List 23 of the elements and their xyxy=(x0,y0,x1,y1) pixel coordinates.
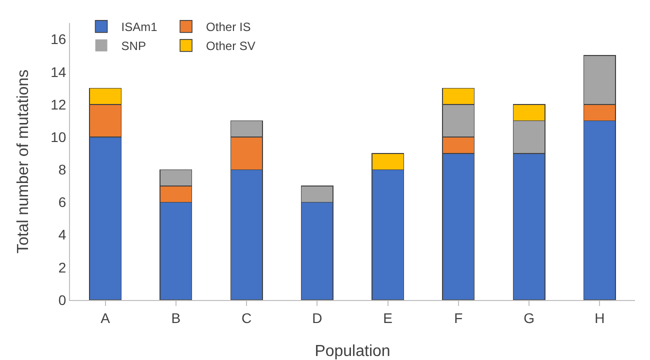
y-tick-label: 4 xyxy=(58,226,66,243)
y-tick-label: 8 xyxy=(58,162,66,178)
y-tick-label: 16 xyxy=(50,31,66,48)
x-tick-label: G xyxy=(524,310,535,326)
y-tick-label: 2 xyxy=(58,259,66,276)
x-tick-label: E xyxy=(383,310,392,326)
y-tick-label: 14 xyxy=(50,64,66,80)
legend-label: SNP xyxy=(121,39,146,54)
legend-label: ISAm1 xyxy=(121,20,158,34)
y-tick-label: 0 xyxy=(58,292,66,308)
x-tick-label: A xyxy=(100,310,111,326)
y-tick-label: 12 xyxy=(50,96,66,112)
x-tick-label: H xyxy=(594,310,605,326)
x-axis-title: Population xyxy=(314,343,390,360)
x-tick-label: F xyxy=(454,310,463,326)
x-tick-label: D xyxy=(312,310,322,326)
legend-label: Other IS xyxy=(206,20,251,34)
legend-label: Other SV xyxy=(206,39,256,54)
y-tick-label: 10 xyxy=(50,128,66,145)
y-tick-label: 6 xyxy=(58,194,66,210)
y-axis-title: Total number of mutations xyxy=(15,69,32,254)
x-tick-label: B xyxy=(171,310,181,326)
x-tick-label: C xyxy=(241,310,252,326)
